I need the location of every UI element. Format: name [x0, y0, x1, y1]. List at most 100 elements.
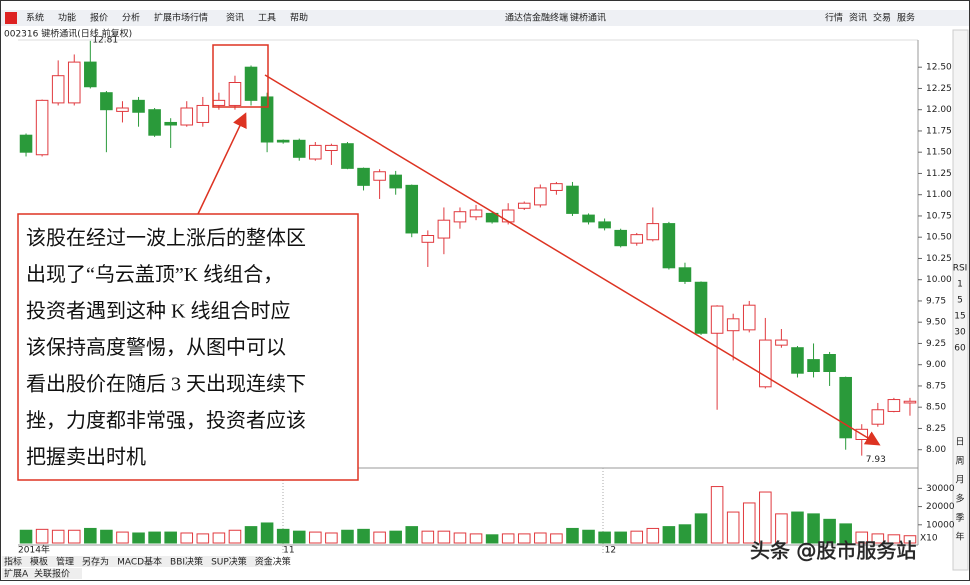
sidebar-item[interactable]: 周: [955, 456, 964, 467]
volume-bar: [694, 513, 708, 544]
volume-bar: [485, 534, 499, 544]
volume-bar: [116, 531, 129, 544]
volume-bar: [244, 526, 258, 544]
annotation-line: 看出股价在随后 3 天出现连续下: [26, 373, 306, 396]
candle-body: [823, 354, 836, 372]
volume-bar: [839, 523, 852, 544]
menu-item[interactable]: 资讯: [849, 13, 867, 24]
candle-body: [260, 96, 274, 143]
annotation-box: [17, 213, 359, 481]
menu-item[interactable]: 服务: [897, 12, 915, 24]
candle-body: [212, 99, 226, 106]
volume-bar: [180, 532, 194, 544]
chart-title: 002316 键桥通讯(日线 前复权): [4, 28, 132, 40]
annotation-line: 把握卖出时机: [26, 446, 146, 469]
annotation-line: 挫，力度都非常强，投资者应该: [26, 409, 306, 432]
tab-bar: [2, 568, 82, 579]
y-tick-label: 11.00: [926, 190, 952, 200]
tab[interactable]: BBI决策: [170, 556, 203, 568]
candle-body: [373, 171, 386, 181]
volume-bar: [791, 511, 804, 544]
sidebar-item[interactable]: 年: [955, 531, 964, 543]
tab[interactable]: 指标: [4, 556, 22, 568]
y-tick-label: 20000: [926, 502, 955, 512]
candle-body: [694, 281, 708, 334]
sidebar-item[interactable]: 30: [954, 328, 966, 338]
menu-item: 帮助: [290, 12, 308, 24]
candle-body: [871, 409, 885, 425]
candle-body: [742, 304, 756, 331]
candle-body: [517, 202, 531, 209]
candle-body: [485, 212, 499, 223]
y-tick-label: 10.25: [926, 254, 952, 264]
sidebar-item[interactable]: 月: [955, 475, 964, 486]
volume-bar: [598, 531, 611, 544]
volume-bar: [35, 528, 49, 544]
sidebar-item[interactable]: 5: [957, 296, 963, 306]
volume-bar: [148, 531, 161, 544]
volume-bar: [228, 529, 242, 544]
y-tick-label: 11.50: [926, 148, 952, 158]
volume-bar: [662, 526, 676, 544]
tab[interactable]: 资金决策: [255, 556, 291, 568]
volume-bar: [292, 530, 306, 544]
tab[interactable]: SUP决策: [211, 556, 247, 568]
volume-bar: [19, 529, 33, 544]
candle-body: [550, 183, 563, 191]
sidebar-item[interactable]: 季: [955, 512, 964, 524]
tab-bar: [2, 556, 272, 567]
sidebar-item[interactable]: 日: [955, 437, 964, 448]
tab[interactable]: 扩展A: [4, 568, 29, 580]
volume-bar: [678, 524, 692, 544]
volume-bar: [534, 532, 547, 544]
price-panel: [19, 40, 917, 456]
candle-body: [566, 185, 579, 214]
candle-body: [807, 359, 820, 373]
volume-bar: [823, 518, 836, 544]
candle-body: [309, 144, 322, 160]
candle-body: [148, 109, 161, 136]
volume-bar: [582, 529, 595, 544]
sidebar-item[interactable]: 多: [955, 493, 964, 505]
candle-body: [276, 139, 290, 143]
candle-body: [903, 400, 917, 404]
menu-bar: [1, 10, 969, 26]
volume-bar: [887, 534, 901, 544]
sidebar-item[interactable]: 1: [957, 280, 963, 290]
tab[interactable]: MACD基本: [117, 556, 162, 568]
menu-item: 扩展市场行情: [154, 12, 208, 24]
candle-body: [710, 305, 724, 334]
candle-body: [389, 174, 402, 189]
trend-arrow: [264, 74, 881, 446]
y-tick-label: 10000: [926, 520, 955, 530]
candle-body: [726, 318, 740, 332]
menu-item[interactable]: 行情: [825, 12, 843, 24]
app-title: 通达信金融终端: [505, 12, 568, 24]
y-tick-label: 9.00: [926, 360, 946, 370]
candle-body: [614, 229, 627, 247]
candle-body: [887, 399, 901, 412]
volume-bar: [51, 529, 65, 544]
sidebar-item[interactable]: 60: [954, 344, 966, 354]
y-tick-label: 8.25: [926, 424, 946, 434]
candle-body: [116, 107, 129, 112]
volume-bar: [630, 530, 644, 544]
volume-bar: [84, 527, 97, 544]
watermark: 头条 @股市服务站: [750, 539, 916, 563]
tab[interactable]: 另存为: [82, 556, 109, 568]
sidebar-item[interactable]: RSI: [953, 264, 968, 274]
tab[interactable]: 管理: [56, 556, 74, 568]
menu-item[interactable]: 交易: [873, 12, 891, 24]
volume-bar: [132, 532, 145, 544]
volume-bar: [164, 531, 177, 544]
volume-bar: [100, 529, 113, 544]
sidebar-item[interactable]: 15: [954, 312, 965, 322]
volume-bar: [405, 526, 419, 544]
volume-bar: [871, 533, 885, 544]
candle-body: [357, 167, 370, 186]
annotation-line: 该股在经过一波上涨后的整体区: [26, 227, 306, 250]
y-tick-label: 9.75: [926, 296, 946, 306]
tab[interactable]: 模板: [30, 556, 48, 568]
unit-label: X10: [920, 534, 938, 544]
tab[interactable]: 关联报价: [34, 568, 70, 580]
